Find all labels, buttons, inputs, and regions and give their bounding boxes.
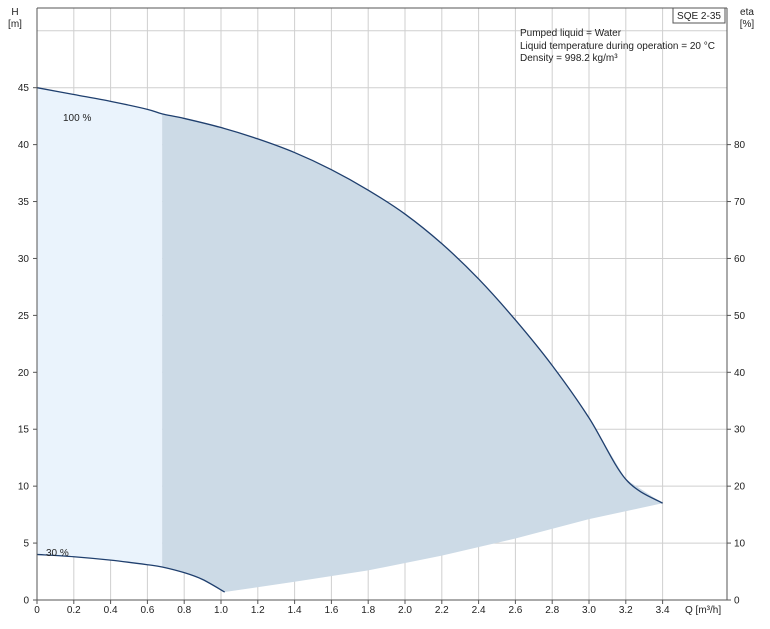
y2-tick-label: 40: [734, 368, 746, 379]
y2-tick-label: 50: [734, 311, 746, 322]
x-tick-label: 2.6: [508, 605, 522, 616]
y-left-label-line2: [m]: [8, 19, 22, 30]
y-right-label-line1: eta: [740, 7, 754, 18]
y2-tick-label: 70: [734, 197, 746, 208]
x-tick-label: 2.4: [472, 605, 486, 616]
info-density: Density = 998.2 kg/m³: [520, 53, 618, 64]
x-tick-label: 1.2: [251, 605, 265, 616]
x-tick-label: 1.6: [324, 605, 338, 616]
x-tick-label: 3.4: [656, 605, 670, 616]
x-tick-label: 0: [34, 605, 40, 616]
x-tick-label: 0.8: [177, 605, 191, 616]
x-tick-label: 3.2: [619, 605, 633, 616]
y-right-label-line2: [%]: [740, 19, 755, 30]
y-tick-label: 15: [18, 425, 30, 436]
y-tick-label: 20: [18, 368, 30, 379]
x-tick-label: 2.8: [545, 605, 559, 616]
curve-30: [36, 553, 226, 593]
x-tick-label: 0.4: [104, 605, 118, 616]
y2-tick-label: 20: [734, 482, 746, 493]
y2-tick-label: 30: [734, 425, 746, 436]
title-box-text: SQE 2-35: [677, 11, 721, 22]
x-tick-label: 1.0: [214, 605, 228, 616]
y-tick-label: 45: [18, 83, 30, 94]
x-tick-label: 1.4: [288, 605, 302, 616]
axes: [36, 7, 728, 601]
y-left-label-line1: H: [11, 7, 18, 18]
x-tick-label: 0.2: [67, 605, 81, 616]
y-tick-label: 40: [18, 140, 30, 151]
y2-tick-label: 0: [734, 596, 740, 607]
x-axis-label: Q [m³/h]: [685, 605, 721, 616]
region-dark: [162, 113, 663, 593]
curve-label-100: 100 %: [63, 113, 91, 124]
x-tick-label: 0.6: [140, 605, 154, 616]
regions: [37, 87, 663, 593]
y-tick-label: 10: [18, 482, 30, 493]
info-pumped-liquid: Pumped liquid = Water: [520, 28, 622, 39]
title-box: [672, 7, 726, 24]
ticks: 0 0.2 0.4 0.6 0.8 1.0 1.2 1.4 1.6 1.8 2.0 2.2 2.4 2.6…: [18, 83, 746, 616]
x-tick-label: 2.0: [398, 605, 412, 616]
x-tick-label: 1.8: [361, 605, 375, 616]
curve-100: [36, 87, 663, 504]
curves: [36, 87, 663, 593]
y-tick-label: 30: [18, 254, 30, 265]
x-tick-label: 3.0: [582, 605, 596, 616]
y-tick-label: 25: [18, 311, 30, 322]
y2-tick-label: 10: [734, 539, 746, 550]
y-tick-label: 5: [23, 539, 29, 550]
y-tick-label: 0: [23, 596, 29, 607]
y2-tick-label: 60: [734, 254, 746, 265]
y2-tick-label: 80: [734, 140, 746, 151]
info-liquid-temperature: Liquid temperature during operation = 20…: [520, 41, 715, 52]
region-light: [37, 87, 163, 567]
curve-label-30: 30 %: [46, 548, 69, 559]
y-tick-label: 35: [18, 197, 30, 208]
x-tick-label: 2.2: [435, 605, 449, 616]
